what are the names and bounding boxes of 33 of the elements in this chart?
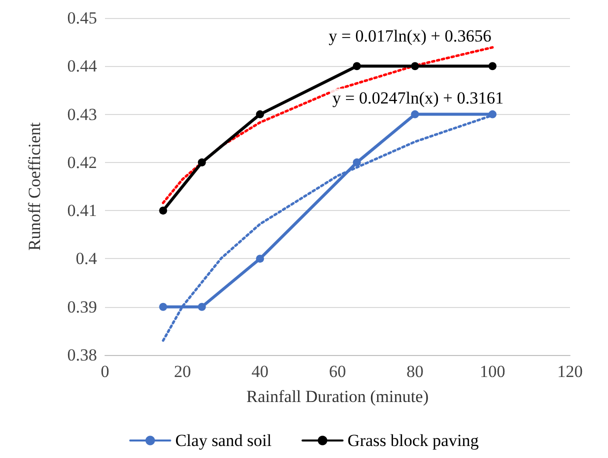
point (352, 62, 361, 70)
y-tick-label: 0.41 (67, 201, 97, 220)
y-axis-title: Runoff Coefficient (25, 122, 44, 251)
x-tick-label: 60 (329, 362, 346, 381)
annotation: y = 0.017ln(x) + 0.3656 (328, 26, 492, 46)
point (488, 62, 496, 70)
point (488, 110, 496, 118)
y-tick-label: 0.39 (67, 297, 97, 316)
point (411, 62, 419, 70)
legend-label: Clay sand soil (175, 431, 272, 450)
point (159, 206, 168, 215)
point (159, 302, 168, 311)
point (198, 158, 206, 166)
y-tick-label: 0.43 (67, 104, 97, 124)
point (256, 254, 264, 263)
y-tick-label: 0.42 (67, 152, 97, 172)
legend-label: Grass block paving (348, 431, 480, 450)
point (411, 110, 419, 118)
x-tick-label: 0 (100, 362, 110, 381)
x-axis-title: Rainfall Duration (minute) (246, 387, 429, 406)
x-tick-label: 20 (174, 362, 191, 381)
y-tick-label: 0.44 (67, 56, 98, 76)
x-tick-label: 100 (480, 362, 506, 381)
x-tick-label: 120 (557, 362, 583, 381)
y-tick-label: 0.38 (67, 346, 97, 364)
x-tick-label: 80 (406, 362, 424, 381)
y-tick-label: 0.4 (76, 249, 98, 268)
x-tick-label: 40 (252, 362, 268, 381)
point (352, 158, 361, 166)
y-tick-label: 0.45 (67, 8, 97, 28)
annotation: y = 0.0247ln(x) + 0.3161 (332, 88, 504, 108)
point (198, 302, 206, 311)
point (256, 110, 264, 118)
